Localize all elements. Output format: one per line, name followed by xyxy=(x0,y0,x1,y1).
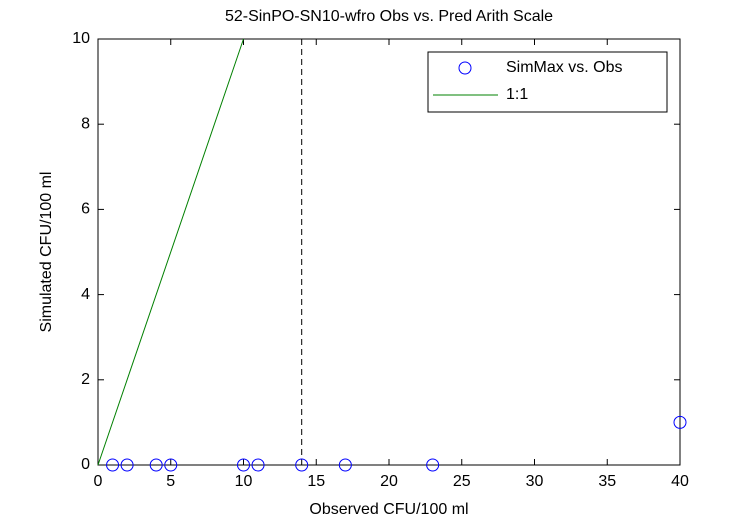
x-tick-label: 5 xyxy=(166,473,175,490)
series-line xyxy=(97,38,244,466)
data-point xyxy=(164,458,178,472)
x-tick-label: 30 xyxy=(526,473,544,490)
data-point xyxy=(426,458,440,472)
data-point xyxy=(338,458,352,472)
x-tick-label: 25 xyxy=(453,473,471,490)
x-tick-label: 20 xyxy=(380,473,398,490)
legend-marker xyxy=(458,61,472,75)
chart-title: 52-SinPO-SN10-wfro Obs vs. Pred Arith Sc… xyxy=(225,8,553,25)
y-tick-label: 8 xyxy=(81,115,90,132)
y-tick-label: 2 xyxy=(81,371,90,388)
legend-label: 1:1 xyxy=(506,86,528,103)
data-point xyxy=(673,415,687,429)
legend-box xyxy=(427,51,668,113)
data-point xyxy=(120,458,134,472)
x-tick-label: 15 xyxy=(307,473,325,490)
data-point xyxy=(237,458,250,472)
y-tick-label: 10 xyxy=(72,30,90,47)
y-tick-label: 6 xyxy=(81,201,90,218)
legend-label: SimMax vs. Obs xyxy=(506,59,622,76)
x-tick-label: 0 xyxy=(94,473,103,490)
x-tick-label: 10 xyxy=(235,473,253,490)
x-tick-label: 40 xyxy=(671,473,689,490)
x-axis-label: Observed CFU/100 ml xyxy=(309,501,468,518)
data-point xyxy=(251,458,265,472)
data-point xyxy=(106,458,120,472)
y-axis-label: Simulated CFU/100 ml xyxy=(38,172,55,333)
y-tick-label: 0 xyxy=(81,456,90,473)
data-point xyxy=(295,458,309,472)
data-point xyxy=(149,458,163,472)
x-tick-label: 35 xyxy=(598,473,616,490)
y-tick-label: 4 xyxy=(81,286,90,303)
